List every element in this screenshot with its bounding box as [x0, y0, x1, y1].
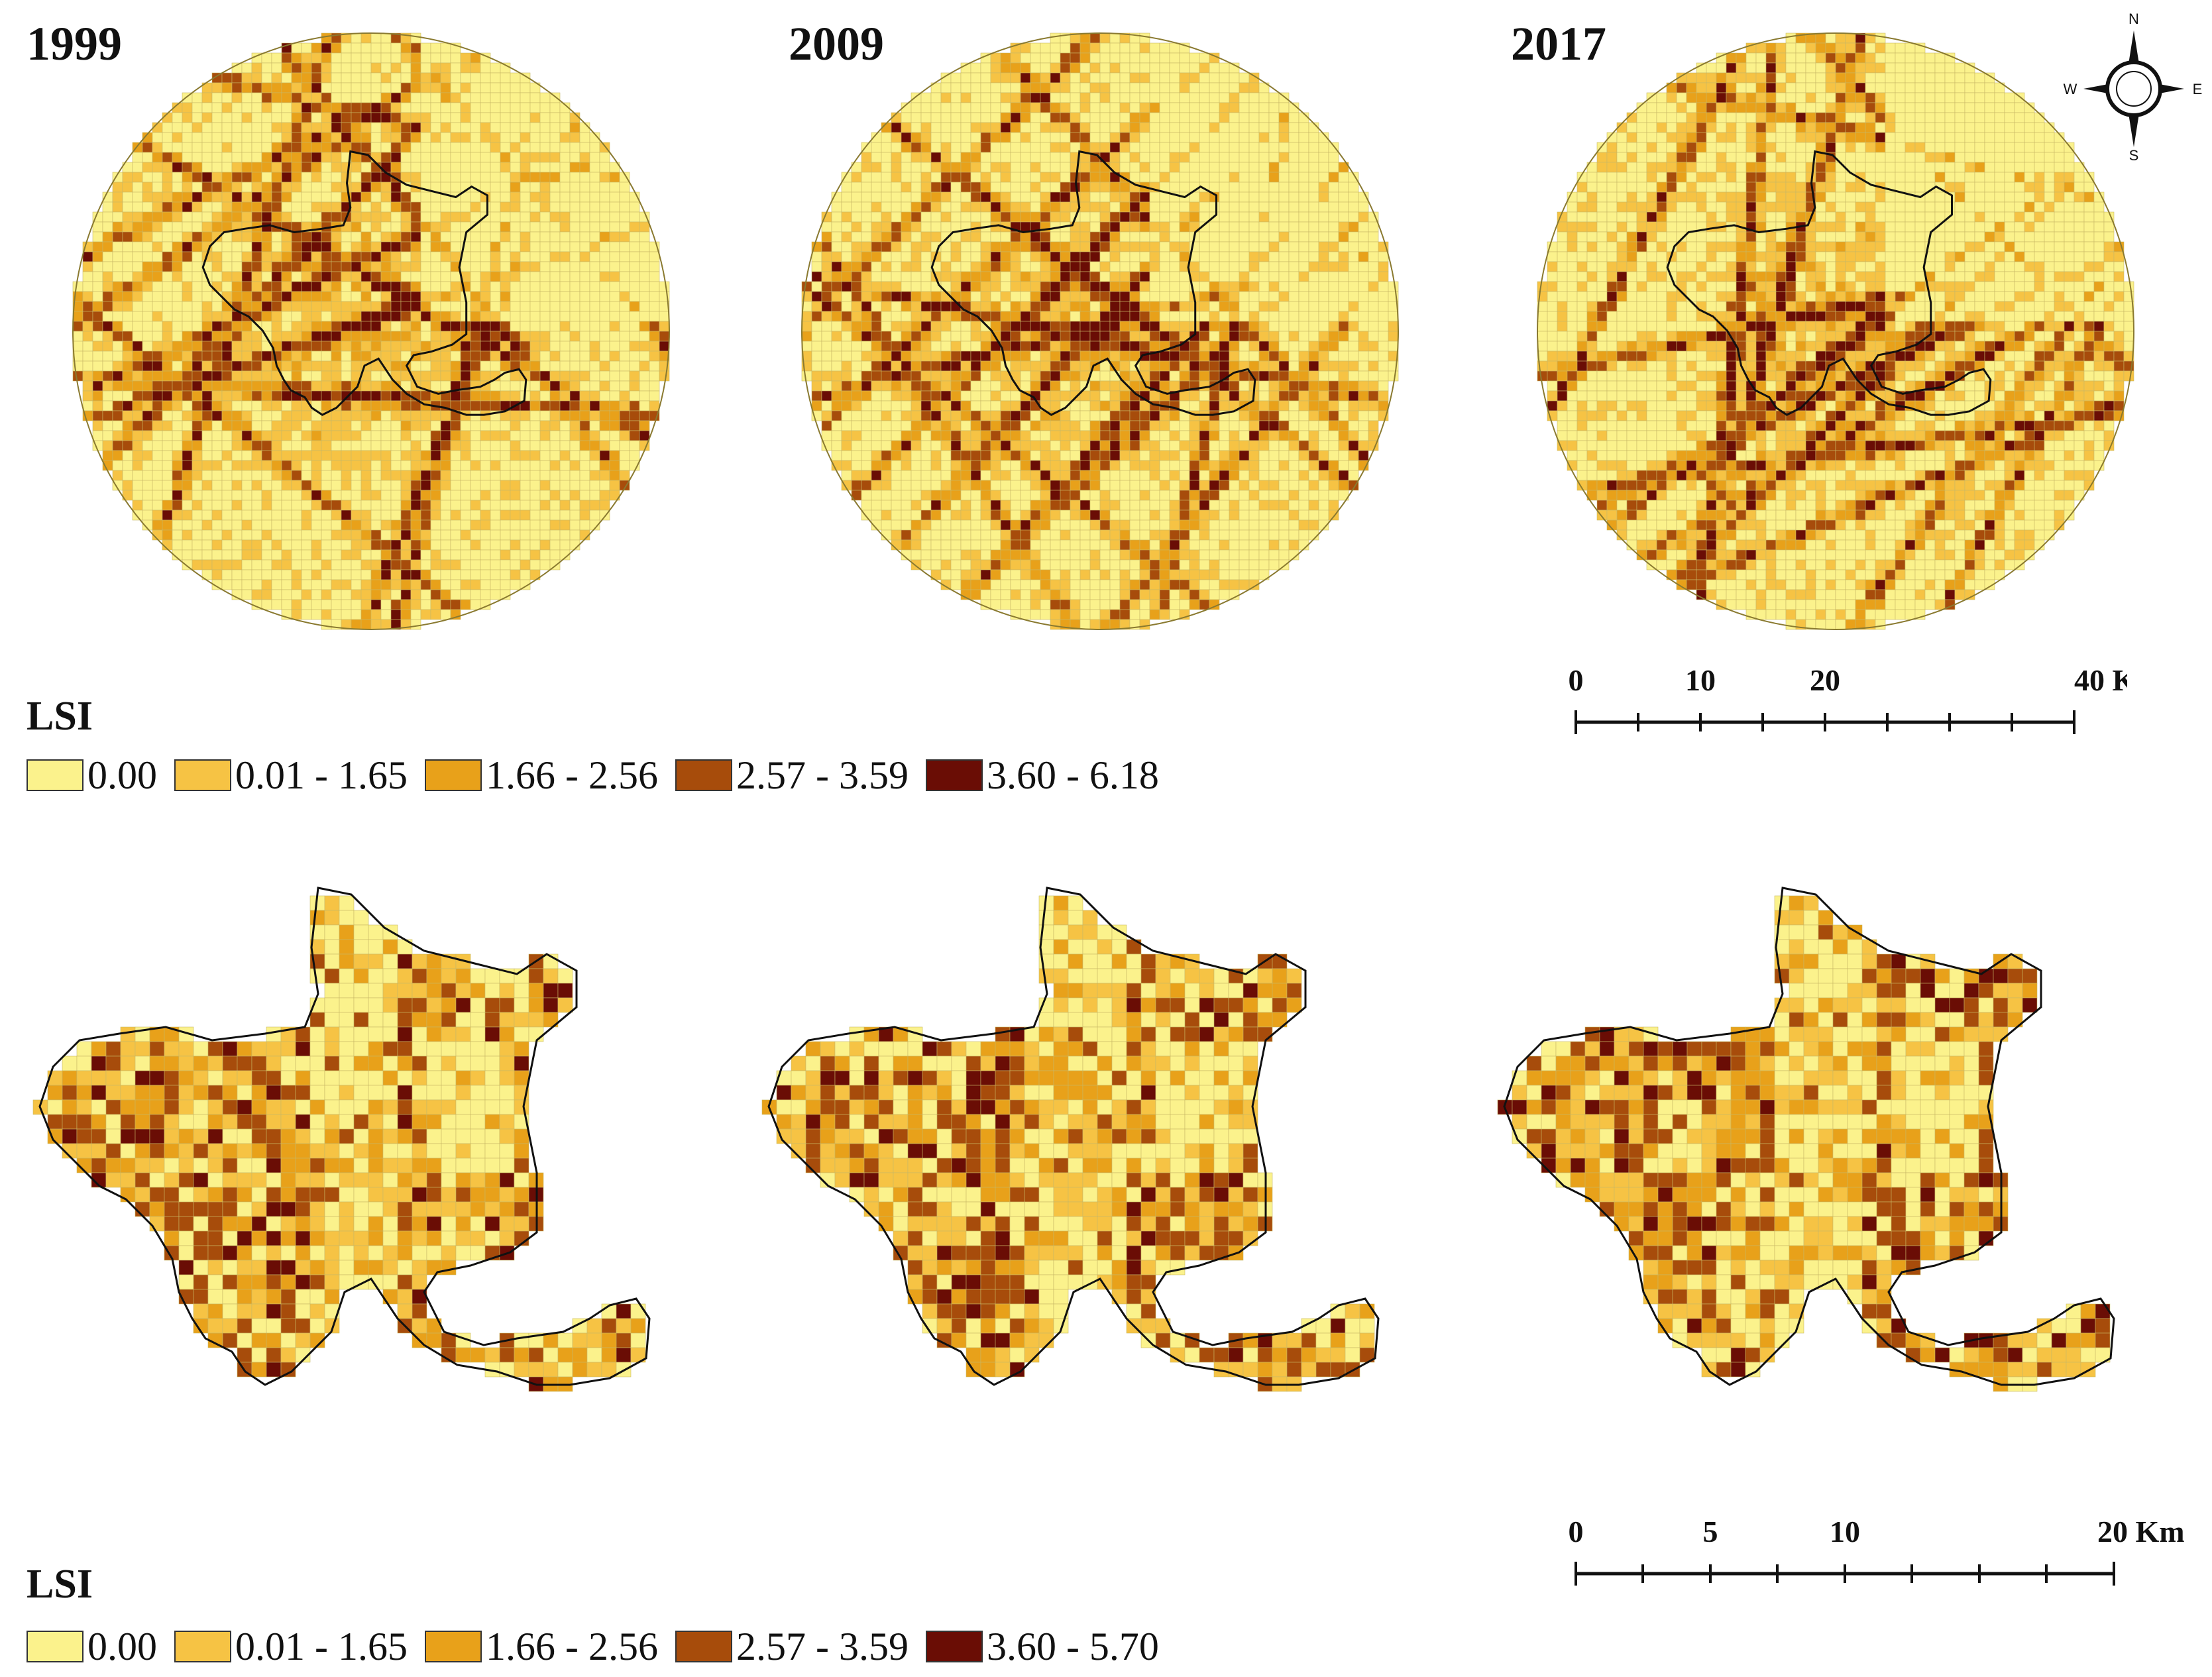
legend-label: 0.00 [87, 753, 157, 797]
legend-title-top: LSI [27, 694, 93, 739]
legend-swatch [174, 1631, 231, 1662]
legend-label: 0.01 - 1.65 [235, 753, 408, 797]
legend-bottom: 0.00 0.01 - 1.65 1.66 - 2.56 2.57 - 3.59… [27, 1627, 1176, 1666]
lsi-circle-map-2017 [1537, 32, 2134, 630]
legend-swatch [174, 759, 231, 791]
legend-item: 0.01 - 1.65 [174, 1627, 408, 1666]
legend-swatch [675, 1631, 732, 1662]
lsi-city-map-2009 [761, 887, 1380, 1392]
legend-top: 0.00 0.01 - 1.65 1.66 - 2.56 2.57 - 3.59… [27, 755, 1176, 795]
lsi-city-map-1999 [32, 887, 651, 1392]
lsi-city-map-2017 [1497, 887, 2115, 1392]
north-arrow-compass-icon: N S E W [2064, 11, 2203, 164]
legend-label: 0.00 [87, 1625, 157, 1668]
legend-item: 1.66 - 2.56 [424, 1625, 658, 1668]
legend-label: 0.01 - 1.65 [235, 1625, 408, 1668]
legend-item: 2.57 - 3.59 [675, 755, 909, 795]
year-title-2009: 2009 [789, 17, 884, 70]
legend-label: 3.60 - 6.18 [986, 753, 1159, 797]
year-title-2017: 2017 [1511, 17, 1606, 70]
scale-bar-top: 0 10 20 40 Km [1569, 663, 2127, 734]
legend-label: 1.66 - 2.56 [485, 753, 658, 797]
legend-item: 2.57 - 3.59 [675, 1627, 909, 1666]
legend-label: 2.57 - 3.59 [736, 1625, 909, 1668]
legend-swatch [424, 1631, 482, 1662]
legend-item: 0.00 [27, 755, 157, 795]
legend-swatch [27, 1631, 83, 1662]
lsi-circle-map-2009 [801, 32, 1399, 630]
legend-swatch [925, 759, 983, 791]
legend-label: 1.66 - 2.56 [485, 1625, 658, 1668]
lsi-circle-map-1999 [72, 32, 670, 630]
legend-item: 3.60 - 6.18 [925, 753, 1159, 797]
legend-item: 0.00 [27, 1627, 157, 1666]
legend-title-bottom: LSI [27, 1562, 93, 1607]
legend-swatch [675, 759, 732, 791]
legend-swatch [424, 759, 482, 791]
legend-swatch [27, 759, 83, 791]
scale-bar-bottom: 0 5 10 20 Km [1569, 1515, 2185, 1586]
year-title-1999: 1999 [27, 17, 122, 70]
legend-swatch [925, 1631, 983, 1662]
legend-label: 3.60 - 5.70 [986, 1625, 1159, 1668]
legend-item: 1.66 - 2.56 [424, 753, 658, 797]
legend-item: 3.60 - 5.70 [925, 1625, 1159, 1668]
legend-item: 0.01 - 1.65 [174, 755, 408, 795]
legend-label: 2.57 - 3.59 [736, 753, 909, 797]
